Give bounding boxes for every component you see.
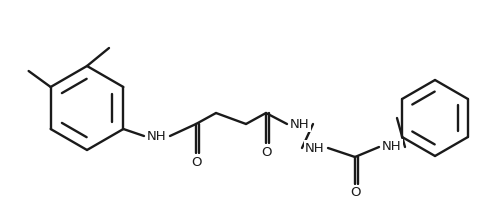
Text: NH: NH [381, 141, 401, 154]
Text: NH: NH [147, 129, 166, 143]
Text: O: O [350, 187, 361, 200]
Text: O: O [261, 145, 272, 159]
Text: O: O [191, 155, 202, 168]
Text: NH: NH [289, 118, 309, 131]
Text: NH: NH [304, 141, 324, 154]
